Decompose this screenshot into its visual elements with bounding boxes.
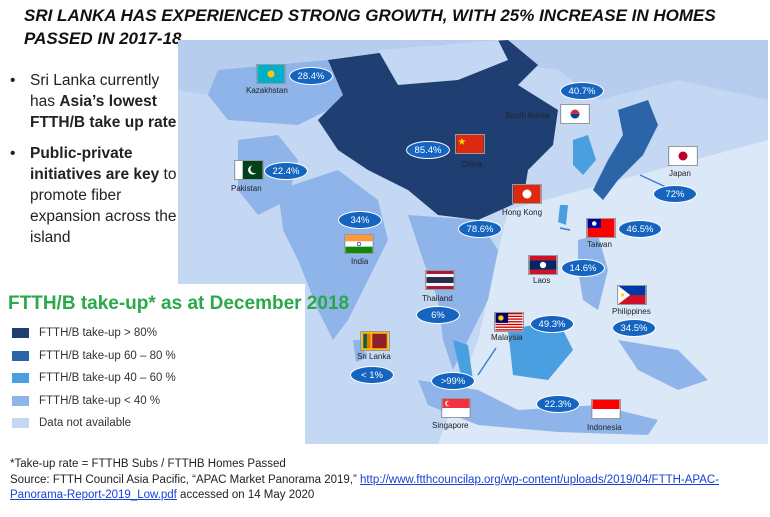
source-link[interactable]: http://www.ftthcouncilap.org/wp-content/… (10, 473, 720, 502)
japan-flag-icon (668, 146, 698, 166)
malaysia-flag-icon (494, 312, 524, 332)
bullet-dot-icon: • (10, 72, 16, 89)
value-badge-china: 85.4% (406, 141, 450, 159)
china-region (318, 40, 558, 220)
philippines-flag-icon (617, 285, 647, 305)
bullet-text: Sri Lanka currently has (30, 72, 160, 110)
value-badge-pakistan: 22.4% (264, 162, 308, 180)
country-label-pakistan: Pakistan (231, 184, 262, 193)
country-label-japan: Japan (669, 169, 691, 178)
hong-kong-flag-icon (512, 184, 542, 204)
legend-label: FTTH/B take-up 40 – 60 % (39, 372, 176, 385)
country-label-thailand: Thailand (422, 294, 453, 303)
legend-label: FTTH/B take-up 60 – 80 % (39, 349, 176, 362)
legend-label: Data not available (39, 417, 132, 430)
thailand-flag-icon (425, 270, 455, 290)
value-badge-taiwan: 46.5% (618, 220, 662, 238)
country-label-hong-kong: Hong Kong (502, 208, 543, 217)
indonesia-region (418, 380, 658, 435)
country-label-china: China (461, 160, 482, 169)
korea-region (573, 135, 596, 175)
legend-item: FTTH/B take-up > 80% (12, 322, 176, 345)
value-badge-thailand: 6% (416, 306, 460, 324)
footnote-definition: *Take-up rate = FTTHB Subs / FTTHB Homes… (10, 458, 286, 470)
country-label-philippines: Philippines (612, 307, 651, 316)
laos-flag-icon (528, 255, 558, 275)
legend-swatch (12, 418, 29, 429)
source-suffix: accessed on 14 May 2020 (176, 489, 315, 501)
legend-background (0, 284, 305, 444)
value-badge-kazakhstan: 28.4% (289, 67, 333, 85)
kazakhstan-flag-icon (256, 64, 286, 84)
legend-swatch (12, 350, 29, 361)
country-label-singapore: Singapore (432, 421, 469, 430)
bullet-emphasis: Asia’s lowest FTTH/B take up rate (30, 93, 177, 131)
legend-title: FTTH/B take-up* as at December 2018 (8, 293, 350, 314)
footnote: *Take-up rate = FTTHB Subs / FTTHB Homes… (10, 457, 765, 504)
country-label-sri-lanka: Sri Lanka (357, 352, 391, 361)
sri-lanka-flag-icon (360, 331, 390, 351)
china-flag-icon (455, 134, 485, 154)
legend-label: FTTH/B take-up < 40 % (39, 394, 161, 407)
japan-region (593, 100, 658, 200)
source-prefix: Source: FTTH Council Asia Pacific, “APAC… (10, 473, 361, 486)
value-badge-hong-kong: 78.6% (458, 220, 502, 238)
country-label-india: India (351, 257, 369, 266)
bullet-list: • Sri Lanka currently has Asia’s lowest … (8, 70, 188, 258)
pakistan-flag-icon (234, 160, 264, 180)
legend: FTTH/B take-up > 80% FTTH/B take-up 60 –… (12, 322, 176, 435)
legend-item: FTTH/B take-up < 40 % (12, 390, 176, 413)
country-label-taiwan: Taiwan (587, 240, 612, 249)
value-badge-sri-lanka: < 1% (350, 366, 394, 384)
country-label-south-korea: South Korea (505, 111, 550, 120)
legend-swatch (12, 328, 29, 339)
value-badge-south-korea: 40.7% (560, 82, 604, 100)
bullet-item: • Public-private initiatives are key to … (8, 143, 188, 248)
value-badge-india: 34% (338, 211, 382, 229)
india-flag-icon (344, 234, 374, 254)
value-badge-indonesia: 22.3% (536, 395, 580, 413)
bullet-emphasis: Public-private initiatives are key (30, 145, 160, 183)
legend-swatch (12, 395, 29, 406)
bullet-text: to promote fiber expansion across the is… (30, 166, 177, 246)
legend-item: FTTH/B take-up 60 – 80 % (12, 345, 176, 368)
country-label-indonesia: Indonesia (587, 423, 622, 432)
singapore-flag-icon (441, 398, 471, 418)
country-label-malaysia: Malaysia (491, 333, 523, 342)
bullet-item: • Sri Lanka currently has Asia’s lowest … (8, 70, 188, 133)
value-badge-singapore: >99% (431, 372, 475, 390)
legend-swatch (12, 373, 29, 384)
indonesia-flag-icon (591, 399, 621, 419)
bullet-dot-icon: • (10, 145, 16, 162)
legend-item: Data not available (12, 412, 176, 435)
legend-label: FTTH/B take-up > 80% (39, 327, 157, 340)
country-label-laos: Laos (533, 276, 551, 285)
value-badge-japan: 72% (653, 185, 697, 203)
country-label-kazakhstan: Kazakhstan (246, 86, 288, 95)
value-badge-philippines: 34.5% (612, 319, 656, 337)
value-badge-laos: 14.6% (561, 259, 605, 277)
footnote-source: Source: FTTH Council Asia Pacific, “APAC… (10, 473, 765, 504)
value-badge-malaysia: 49.3% (530, 315, 574, 333)
taiwan-flag-icon (586, 218, 616, 238)
slide-title: SRI LANKA HAS EXPERIENCED STRONG GROWTH,… (24, 6, 716, 48)
south-korea-flag-icon (560, 104, 590, 124)
legend-item: FTTH/B take-up 40 – 60 % (12, 367, 176, 390)
taiwan-region (558, 205, 568, 225)
